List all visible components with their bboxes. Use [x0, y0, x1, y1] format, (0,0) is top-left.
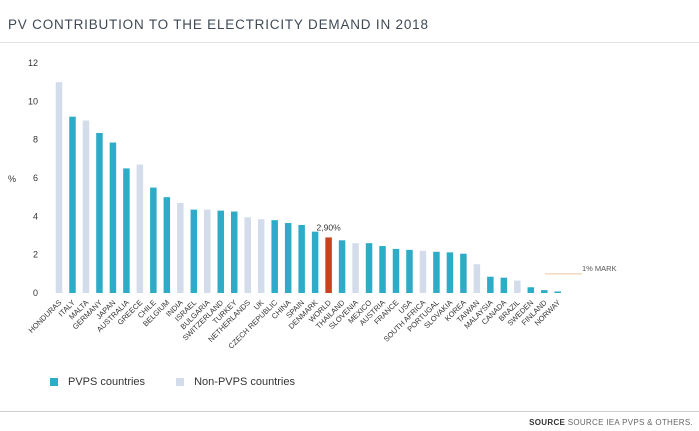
bar [527, 287, 535, 293]
y-axis-label: % [8, 174, 16, 184]
source-note: SOURCE SOURCE IEA PVPS & OTHERS. [529, 418, 693, 427]
bar [541, 290, 548, 293]
y-tick-label: 2 [33, 250, 38, 260]
bar [311, 231, 319, 293]
bar [554, 291, 562, 293]
x-tick-label: HONDURAS [27, 298, 64, 335]
bar [500, 277, 508, 293]
bar [514, 280, 521, 293]
legend-item-non-pvps: Non-PVPS countries [176, 376, 295, 388]
legend-label-non-pvps: Non-PVPS countries [194, 376, 295, 388]
bar [379, 246, 386, 293]
bar [257, 219, 265, 293]
bar [406, 249, 413, 293]
reference-line-label: 1% MARK [582, 264, 617, 273]
bar [298, 224, 305, 293]
bar [190, 209, 198, 293]
y-tick-label: 12 [28, 58, 38, 68]
bar [96, 132, 103, 293]
legend-item-pvps: PVPS countries [50, 376, 145, 388]
bar [284, 223, 292, 293]
legend-label-pvps: PVPS countries [68, 376, 146, 388]
bar [271, 220, 278, 293]
legend-swatch-pvps [50, 378, 58, 386]
bar [473, 264, 481, 293]
data-label-world: 2,90% [317, 222, 342, 232]
y-tick-label: 8 [33, 135, 38, 145]
y-tick-label: 6 [33, 173, 38, 183]
bar [325, 237, 332, 293]
bar [446, 252, 454, 293]
y-tick-label: 10 [28, 96, 38, 106]
bar [204, 209, 211, 293]
bar [109, 142, 117, 293]
bar [419, 250, 427, 293]
bar [433, 251, 440, 293]
legend: PVPS countries Non-PVPS countries [50, 376, 323, 389]
source-prefix: SOURCE [529, 418, 566, 427]
bar [82, 120, 90, 293]
footer-divider [0, 411, 699, 412]
bar [69, 116, 76, 294]
bar [123, 168, 130, 293]
bar [460, 253, 467, 293]
y-tick-label: 0 [33, 288, 38, 298]
bar [55, 82, 63, 294]
bar [244, 217, 251, 293]
bar [392, 248, 400, 293]
bar [365, 243, 373, 293]
bar [487, 276, 494, 293]
bar [230, 211, 238, 293]
y-tick-label: 4 [33, 211, 38, 221]
bar [177, 202, 184, 293]
bar [338, 240, 346, 293]
source-text: SOURCE IEA PVPS & OTHERS. [567, 418, 693, 427]
title-divider [0, 42, 699, 43]
bar [150, 187, 157, 293]
bar [352, 243, 359, 293]
bar [217, 210, 225, 293]
legend-swatch-non-pvps [176, 378, 185, 386]
bar [136, 164, 144, 293]
chart-title: PV CONTRIBUTION TO THE ELECTRICITY DEMAN… [8, 17, 429, 32]
bar [163, 197, 171, 293]
